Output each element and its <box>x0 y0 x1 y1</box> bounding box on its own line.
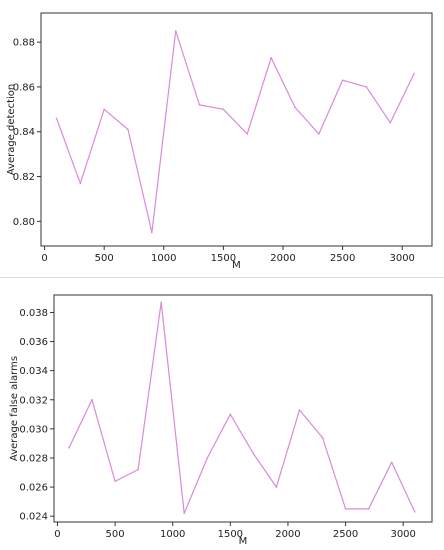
chart2-data-point <box>367 508 370 510</box>
chart1-x-tick-label: 2000 <box>270 253 295 264</box>
chart1-y-tick-label: 0.82 <box>13 172 35 183</box>
chart1-data-point <box>270 57 272 59</box>
chart1-y-axis-label: Average detection <box>6 84 17 175</box>
chart2-y-tick-label: 0.028 <box>19 453 48 464</box>
chart1-y-tick-label: 0.80 <box>13 217 35 228</box>
chart1-x-tick-label: 1500 <box>211 253 236 264</box>
chart2-data-point <box>206 457 209 459</box>
chart1-plot-frame <box>40 12 433 247</box>
chart1-x-tick-label: 3000 <box>389 253 414 264</box>
chart2-data-point <box>344 508 347 510</box>
chart2-data-point <box>160 301 162 304</box>
chart1-y-tick-label: 0.88 <box>13 38 35 49</box>
chart2-x-tick-label: 1000 <box>160 529 185 540</box>
chart2-series-line <box>68 301 416 514</box>
chart2-data-point <box>321 436 324 439</box>
chart2-x-axis-label: M <box>239 536 248 547</box>
chart2-x-tick-label: 2500 <box>333 529 358 540</box>
chart1-data-point <box>222 108 225 111</box>
chart1-data-point <box>103 108 105 111</box>
chart2-y-tick-label: 0.030 <box>19 424 48 435</box>
chart1-data-point <box>174 30 177 32</box>
chart2-data-point <box>413 511 416 513</box>
chart1-data-point <box>413 72 415 75</box>
chart1-data-point <box>365 86 368 88</box>
chart1-x-tick-label: 500 <box>95 253 114 264</box>
chart1-data-point <box>389 121 392 124</box>
chart2-y-tick-label: 0.034 <box>19 366 48 377</box>
chart2-x-tick-label: 3000 <box>390 529 415 540</box>
chart2-y-tick-label: 0.026 <box>19 483 48 494</box>
chart2-y-tick-label: 0.036 <box>19 337 48 348</box>
chart1-data-point <box>198 104 201 106</box>
chart2-x-tick-label: 1500 <box>218 529 243 540</box>
chart1-data-point <box>294 106 296 108</box>
chart2-y-tick-label: 0.032 <box>19 395 48 406</box>
chart2-data-point <box>114 480 116 483</box>
chart2-y-tick-label: 0.024 <box>19 512 48 523</box>
chart2-data-point <box>229 413 232 416</box>
chart2-x-tick-label: 0 <box>54 529 60 540</box>
chart1-data-point <box>246 133 249 135</box>
chart2-data-point <box>183 512 186 515</box>
chart1-x-tick-label: 2500 <box>330 253 355 264</box>
chart2-data-point <box>137 468 139 471</box>
chart1-x-axis-label: M <box>232 260 241 271</box>
chart2-x-tick-label: 500 <box>106 529 125 540</box>
chart2-x-tick-label: 2000 <box>275 529 300 540</box>
chart1-data-point <box>79 182 82 185</box>
chart1-data-point <box>127 128 129 131</box>
panel-separator <box>0 277 444 278</box>
chart1-data-point <box>151 231 153 234</box>
chart2-data-point <box>275 486 278 488</box>
chart1-data-point <box>55 117 58 120</box>
chart2-data-point <box>68 446 70 449</box>
chart1-y-tick-label: 0.84 <box>13 127 35 138</box>
chart1-series-line <box>55 30 415 234</box>
chart2-y-axis-label: Average false alarms <box>9 356 20 461</box>
chart1-y-tick-label: 0.86 <box>13 82 35 93</box>
chart2-data-point <box>298 409 301 411</box>
chart2-data-point <box>390 461 393 464</box>
chart2-data-point <box>91 398 93 401</box>
chart2-plot-frame <box>53 294 433 523</box>
chart1-x-tick-label: 0 <box>41 253 47 264</box>
chart1-x-tick-label: 1000 <box>151 253 176 264</box>
chart1-data-point <box>317 133 320 135</box>
chart2-y-tick-label: 0.038 <box>19 308 48 319</box>
chart1-data-point <box>341 79 344 82</box>
chart2-data-point <box>252 452 255 455</box>
